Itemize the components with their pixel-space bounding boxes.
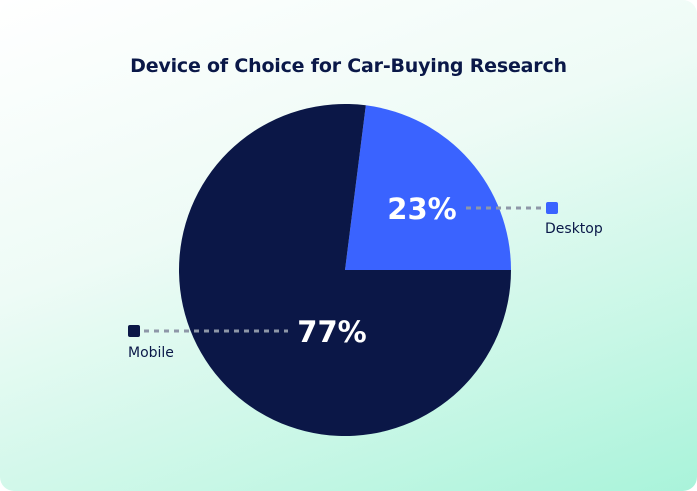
- mobile-legend-swatch: [128, 325, 140, 337]
- mobile-percent-label: 77%: [297, 315, 366, 349]
- desktop-percent-label: 23%: [387, 192, 456, 226]
- desktop-legend-swatch: [546, 202, 558, 214]
- mobile-legend-label: Mobile: [128, 345, 174, 361]
- pie-slices: [179, 104, 511, 437]
- desktop-legend-label: Desktop: [545, 221, 603, 237]
- pie-slice-mobile: [179, 104, 511, 437]
- chart-title: Device of Choice for Car-Buying Research: [130, 55, 567, 77]
- pie-slice-desktop: [345, 105, 511, 270]
